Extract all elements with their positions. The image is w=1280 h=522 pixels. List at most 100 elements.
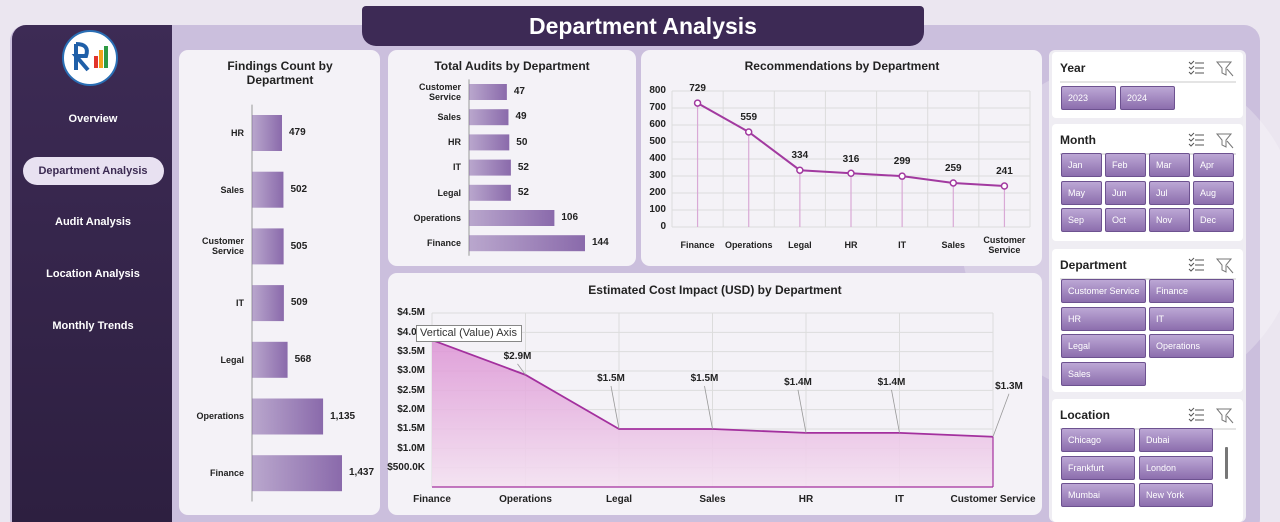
- x-tick-label: IT: [895, 494, 904, 506]
- y-tick-label: $3.5M: [397, 345, 425, 357]
- slicer-button[interactable]: Legal: [1061, 334, 1146, 358]
- tooltip: Vertical (Value) Axis: [416, 324, 522, 342]
- slicer-button[interactable]: Mumbai: [1061, 483, 1135, 507]
- slicer-button[interactable]: Sep: [1061, 208, 1102, 232]
- nav-item[interactable]: Monthly Trends: [52, 319, 134, 332]
- slicer-button[interactable]: Dubai: [1139, 428, 1213, 452]
- x-tick-label: Operations: [724, 239, 773, 250]
- slicer-button[interactable]: Aug: [1193, 180, 1234, 205]
- slicer-button[interactable]: Jun: [1105, 180, 1146, 205]
- data-label: $1.4M: [784, 377, 812, 389]
- data-label: 568: [294, 354, 312, 366]
- data-label: 1,437: [349, 467, 375, 479]
- x-tick-label: HR: [798, 494, 814, 506]
- data-label: 505: [290, 240, 308, 252]
- data-label: 52: [517, 187, 529, 199]
- x-tick-label: IT: [898, 239, 907, 250]
- data-label: 49: [515, 111, 527, 123]
- slicer-button[interactable]: 2023: [1061, 86, 1116, 110]
- y-tick-label: Legal: [437, 187, 461, 198]
- y-tick-label: IT: [236, 297, 244, 308]
- slicer-button[interactable]: Feb: [1105, 153, 1146, 177]
- chart-title: Total Audits by Department: [434, 59, 590, 74]
- logo: [62, 30, 118, 86]
- data-label: 106: [561, 212, 579, 224]
- panel: [388, 50, 636, 266]
- y-tick-label: 800: [649, 85, 666, 97]
- nav-item[interactable]: Audit Analysis: [55, 216, 131, 229]
- slicer-button[interactable]: Jan: [1061, 153, 1102, 177]
- y-tick-label: $2.0M: [397, 403, 425, 415]
- x-tick-label: HR: [844, 239, 858, 250]
- y-tick-label: Legal: [220, 354, 244, 365]
- x-tick-label: Finance: [680, 239, 715, 250]
- data-label: 509: [290, 297, 308, 309]
- data-label: 52: [517, 161, 529, 173]
- y-tick-label: Operations: [196, 411, 244, 422]
- x-tick-label: Legal: [788, 239, 812, 250]
- slicer-button[interactable]: IT: [1149, 306, 1234, 331]
- x-tick-label: Operations: [499, 494, 552, 506]
- slicer-button[interactable]: HR: [1061, 306, 1146, 331]
- data-label: $2.9M: [503, 351, 532, 363]
- slicer-button[interactable]: Mar: [1149, 153, 1190, 177]
- slicer-button[interactable]: Nov: [1149, 208, 1190, 232]
- nav-item[interactable]: Overview: [68, 113, 118, 125]
- y-tick-label: Finance: [426, 238, 461, 249]
- y-tick-label: $500.0K: [387, 461, 425, 473]
- logo-bar: [99, 50, 103, 68]
- data-label: $1.3M: [995, 380, 1023, 392]
- y-tick-label: Operations: [413, 212, 461, 223]
- slicer-button[interactable]: 2024: [1120, 86, 1175, 110]
- chart-title: Recommendations by Department: [744, 59, 940, 74]
- slicer-title: Location: [1060, 408, 1110, 423]
- data-label: 559: [740, 112, 758, 124]
- y-tick-label: Sales: [437, 112, 461, 123]
- data-label: $1.5M: [597, 373, 625, 385]
- logo-letter: [71, 42, 90, 72]
- data-label: 299: [893, 156, 911, 168]
- y-tick-label: Customer Service: [418, 81, 461, 102]
- y-tick-label: Customer Service: [201, 236, 244, 257]
- y-tick-label: HR: [448, 137, 461, 148]
- y-tick-label: Sales: [220, 184, 244, 195]
- slicer-button[interactable]: Chicago: [1061, 428, 1135, 452]
- slicer-button[interactable]: Apr: [1193, 153, 1234, 177]
- data-label: $1.5M: [690, 373, 719, 385]
- slicer-button[interactable]: London: [1139, 455, 1213, 480]
- x-tick-label: Sales: [699, 494, 726, 506]
- data-label: 241: [996, 166, 1013, 178]
- slicer-button[interactable]: Customer Service: [1061, 279, 1146, 303]
- y-tick-label: 700: [649, 102, 666, 114]
- y-tick-label: $3.0M: [397, 365, 425, 377]
- logo-art: [71, 42, 108, 72]
- y-tick-label: IT: [453, 162, 461, 173]
- slicer-title: Year: [1060, 61, 1086, 76]
- nav-item[interactable]: Location Analysis: [46, 268, 140, 281]
- slicer-button[interactable]: New York: [1139, 483, 1213, 507]
- y-tick-label: $2.5M: [397, 384, 425, 396]
- data-label: $1.4M: [877, 377, 906, 389]
- slicer-button[interactable]: Frankfurt: [1061, 455, 1135, 480]
- page-title: Department Analysis: [362, 6, 924, 46]
- nav-item[interactable]: Department Analysis: [22, 156, 164, 185]
- slicer-title: Department: [1060, 258, 1127, 273]
- slicer-button[interactable]: Sales: [1061, 361, 1146, 386]
- logo-bar: [104, 46, 108, 68]
- y-tick-label: $1.0M: [397, 442, 425, 454]
- slicer-button[interactable]: May: [1061, 180, 1102, 205]
- y-tick-label: HR: [231, 127, 244, 138]
- y-tick-label: 200: [649, 187, 666, 199]
- slicer-button[interactable]: Dec: [1193, 208, 1234, 232]
- logo-bar: [94, 56, 98, 68]
- slicer-button[interactable]: Jul: [1149, 180, 1190, 205]
- y-tick-label: $4.0M: [397, 326, 425, 338]
- slicer-button[interactable]: Oct: [1105, 208, 1146, 232]
- y-tick-label: 100: [649, 204, 666, 216]
- x-tick-label: Sales: [941, 239, 966, 250]
- slicer-button[interactable]: Operations: [1149, 334, 1234, 358]
- slicer-button[interactable]: Finance: [1149, 279, 1234, 303]
- x-tick-label: Customer Service: [950, 494, 1036, 506]
- y-tick-label: 600: [649, 119, 666, 131]
